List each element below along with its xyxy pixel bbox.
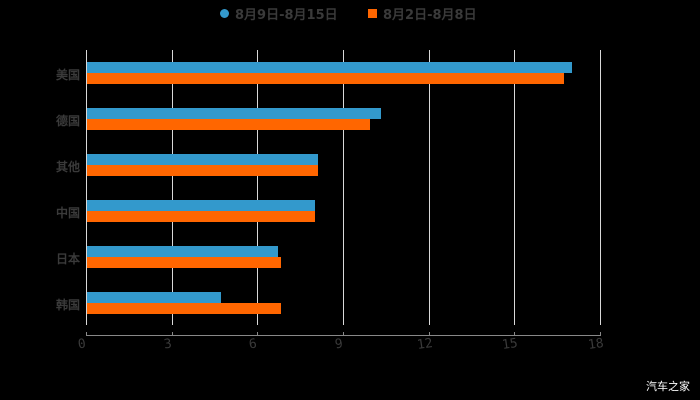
- bar-week2[interactable]: [87, 200, 315, 211]
- legend-item-week1[interactable]: 8月2日-8月8日: [368, 3, 477, 23]
- gridline: [343, 50, 344, 325]
- y-category-label: 中国: [55, 206, 80, 220]
- x-tick-label: 3: [162, 336, 173, 353]
- chart-legend: 8月9日-8月15日 8月2日-8月8日: [0, 3, 700, 23]
- bar-week1[interactable]: [87, 303, 281, 314]
- x-tick: [343, 332, 344, 336]
- bar-week1[interactable]: [87, 165, 318, 176]
- x-tick: [172, 332, 173, 336]
- x-tick-label: 15: [501, 335, 519, 354]
- y-category-label: 韩国: [55, 298, 80, 312]
- legend-label: 8月9日-8月15日: [235, 7, 338, 23]
- bar-week1[interactable]: [87, 257, 281, 268]
- y-category-label: 其他: [55, 160, 80, 174]
- bar-week1[interactable]: [87, 211, 315, 222]
- bar-week1[interactable]: [87, 119, 370, 130]
- x-tick: [514, 332, 515, 336]
- legend-label: 8月2日-8月8日: [383, 7, 477, 23]
- bar-week2[interactable]: [87, 246, 278, 257]
- bar-week2[interactable]: [87, 292, 221, 303]
- x-tick-label: 0: [76, 336, 87, 353]
- bar-week2[interactable]: [87, 108, 381, 119]
- x-tick: [257, 332, 258, 336]
- y-axis-line: [86, 50, 87, 325]
- gridline: [600, 50, 601, 325]
- y-category-label: 美国: [55, 68, 80, 82]
- bar-week2[interactable]: [87, 154, 318, 165]
- x-tick-label: 6: [247, 336, 258, 353]
- gridline: [172, 50, 173, 325]
- gridline: [514, 50, 515, 325]
- legend-item-week2[interactable]: 8月9日-8月15日: [220, 3, 338, 23]
- x-tick: [86, 332, 87, 336]
- bar-week1[interactable]: [87, 73, 564, 84]
- watermark: 汽车之家: [646, 380, 690, 393]
- legend-circle-icon: [220, 8, 229, 18]
- x-tick: [600, 332, 601, 336]
- gridline: [257, 50, 258, 325]
- y-category-label: 德国: [55, 114, 80, 128]
- x-tick: [429, 332, 430, 336]
- legend-square-icon: [368, 8, 377, 18]
- x-tick-label: 18: [587, 335, 605, 354]
- gridline: [429, 50, 430, 325]
- x-tick-label: 9: [333, 336, 344, 353]
- y-category-label: 日本: [55, 252, 80, 266]
- bar-week2[interactable]: [87, 62, 572, 73]
- x-tick-label: 12: [416, 335, 434, 354]
